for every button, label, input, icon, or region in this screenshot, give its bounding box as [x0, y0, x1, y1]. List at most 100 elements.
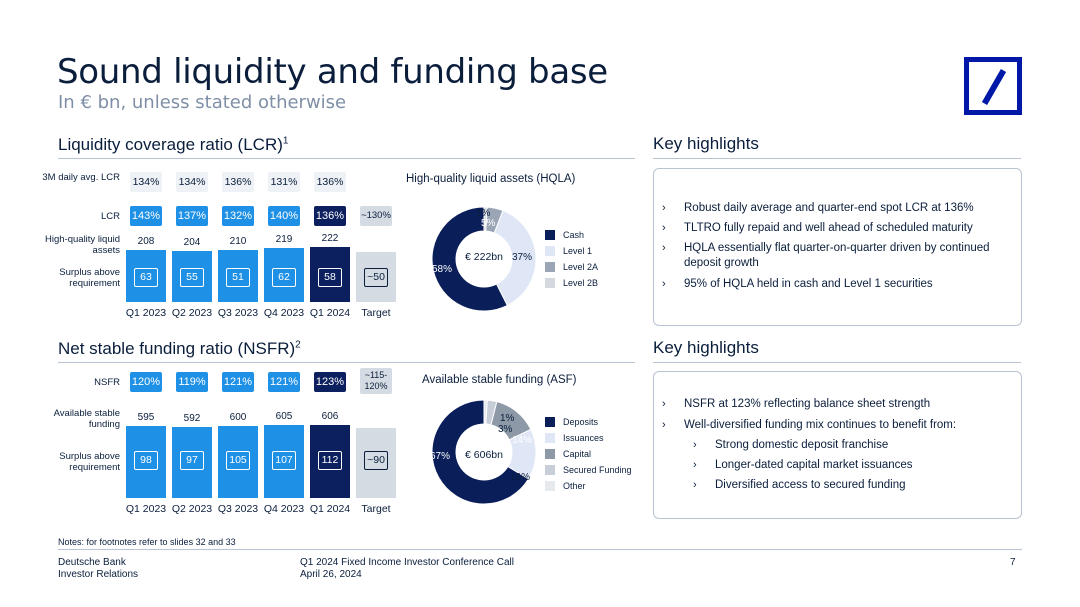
lcr-title-sup: 1	[282, 135, 289, 147]
bar-q1-2024	[310, 425, 350, 498]
slice-other	[483, 399, 488, 425]
legend-item-secured-funding: Secured Funding	[545, 465, 632, 475]
bar-target	[356, 252, 396, 302]
bar-target	[356, 428, 396, 498]
asf-donut-center: € 606bn	[465, 449, 503, 461]
x-label-4: Q1 2024	[309, 503, 351, 515]
legend-item-level-2b: Level 2B	[545, 278, 598, 288]
chevron-right-icon: ›	[662, 278, 666, 290]
ratio-chip-5: ~130%	[360, 206, 392, 226]
x-label-0: Q1 2023	[125, 307, 167, 319]
daily-avg-chip-0: 134%	[130, 172, 162, 192]
key-highlights-box-1	[653, 168, 1022, 326]
page-number: 7	[1010, 557, 1016, 568]
ratio-chip-4: 136%	[314, 206, 346, 226]
lcr-ratio-label: LCR	[100, 211, 120, 222]
slice-label-2: 5%	[481, 218, 496, 229]
x-label-2: Q3 2023	[217, 503, 259, 515]
legend-item-deposits: Deposits	[545, 417, 598, 427]
bar-value-label-0: 595	[137, 412, 155, 424]
highlight-text: HQLA essentially flat quarter-on-quarter…	[684, 242, 990, 269]
legend-swatch	[545, 417, 555, 427]
chevron-right-icon: ›	[662, 202, 666, 214]
bar-q2-2023	[172, 426, 212, 498]
slice-level-2b	[483, 206, 488, 232]
surplus-chip-0: 63	[134, 268, 158, 287]
legend-label: Issuances	[563, 433, 604, 443]
nsfr-section-title: Net stable funding ratio (NSFR)2	[58, 339, 301, 359]
ratio-chip-1: 119%	[176, 372, 208, 392]
x-label-3: Q4 2023	[263, 503, 305, 515]
legend-item-issuances: Issuances	[545, 433, 604, 443]
legend-label: Level 2A	[563, 262, 599, 272]
legend-label: Level 2B	[563, 278, 599, 288]
ratio-chip-2: 132%	[222, 206, 254, 226]
slice-cash	[431, 206, 509, 312]
x-label-5: Target	[361, 307, 391, 319]
slice-label-1: 16%	[510, 472, 530, 483]
bar-value-label-3: 605	[275, 411, 293, 423]
bar-q1-2023	[126, 426, 166, 498]
highlight-item: › TLTRO fully repaid and well ahead of sc…	[662, 221, 1010, 236]
nsfr-asf-label: Available stable funding	[53, 408, 120, 430]
footer-company: Deutsche Bank	[58, 557, 126, 568]
highlights-divider-2	[653, 362, 1021, 363]
x-label-3: Q4 2023	[263, 307, 305, 319]
highlight-item: › HQLA essentially flat quarter-on-quarte…	[662, 241, 1010, 271]
chevron-right-icon: ›	[662, 242, 666, 254]
x-label-4: Q1 2024	[309, 307, 351, 319]
x-label-2: Q3 2023	[217, 307, 259, 319]
legend-swatch	[545, 278, 555, 288]
legend-label: Other	[563, 481, 586, 491]
highlight-text: TLTRO fully repaid and well ahead of sch…	[684, 222, 973, 234]
bar-q1-2023	[126, 250, 166, 302]
highlight-text: Robust daily average and quarter-end spo…	[684, 202, 974, 214]
deutsche-bank-logo-icon	[964, 57, 1022, 115]
nsfr-surplus-label: Surplus above requirement	[59, 451, 120, 473]
legend-label: Capital	[563, 449, 592, 459]
lcr-daily-avg-label: 3M daily avg. LCR	[42, 172, 120, 183]
slice-label-0: 67%	[430, 451, 450, 462]
chevron-right-icon: ›	[662, 419, 666, 431]
slice-level-1	[493, 209, 537, 307]
surplus-chip-5: ~90	[364, 451, 388, 470]
highlight-item: › Well-diversified funding mix continues …	[662, 418, 1010, 433]
slice-label-1: 37%	[512, 252, 532, 263]
legend-item-other: Other	[545, 481, 586, 491]
slice-deposits	[431, 399, 530, 505]
chevron-right-icon: ›	[693, 459, 697, 471]
legend-label: Secured Funding	[563, 465, 632, 475]
highlight-text: Diversified access to secured funding	[715, 479, 906, 491]
hqla-donut-center: € 222bn	[465, 251, 503, 263]
asf-donut-chart: 67% 16% 14%3%1%	[430, 399, 537, 505]
legend-label: Cash	[563, 230, 585, 240]
bar-value-label-4: 222	[321, 233, 339, 244]
footer-divider	[58, 549, 1022, 550]
chevron-right-icon: ›	[662, 398, 666, 410]
bar-q4-2023	[264, 247, 304, 302]
highlight-text: 95% of HQLA held in cash and Level 1 sec…	[684, 278, 933, 290]
chevron-right-icon: ›	[662, 222, 666, 234]
slice-label-0: 58%	[432, 264, 452, 275]
x-label-0: Q1 2023	[125, 503, 167, 515]
bar-value-label-1: 204	[183, 237, 201, 249]
slice-label-3: 3%	[498, 424, 513, 435]
legend-swatch	[545, 262, 555, 272]
key-highlights-title-2: Key highlights	[653, 338, 759, 357]
page-subtitle: In € bn, unless stated otherwise	[58, 92, 347, 113]
legend-swatch	[545, 465, 555, 475]
lcr-title-text: Liquidity coverage ratio (LCR)	[58, 135, 283, 154]
bar-q4-2023	[264, 425, 304, 498]
x-label-1: Q2 2023	[171, 307, 213, 319]
lcr-surplus-label: Surplus above requirement	[59, 267, 120, 289]
highlight-item: › Longer-dated capital market issuances	[693, 458, 1010, 473]
x-label-5: Target	[361, 503, 391, 515]
highlight-item: › Strong domestic deposit franchise	[693, 438, 1010, 453]
bar-value-label-0: 208	[137, 236, 155, 248]
legend-swatch	[545, 246, 555, 256]
highlight-item: › 95% of HQLA held in cash and Level 1 se…	[662, 277, 1010, 292]
legend-label: Deposits	[563, 417, 599, 427]
chevron-right-icon: ›	[693, 479, 697, 491]
surplus-chip-4: 112	[318, 451, 342, 470]
ratio-chip-0: 120%	[130, 372, 162, 392]
